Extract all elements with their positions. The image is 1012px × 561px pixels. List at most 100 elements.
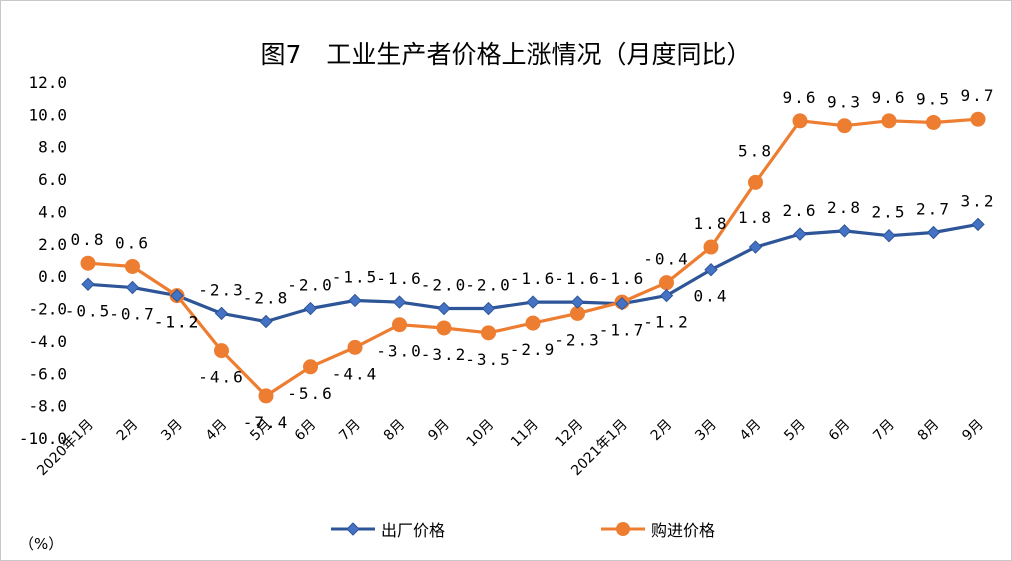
purchase-price-marker [303,359,318,375]
purchase-price-marker [347,339,363,355]
chart-title: 图7 工业生产者价格上涨情况（月度同比） [260,40,752,69]
factory-price-data-label: 1.8 [738,208,773,227]
purchase-price-data-label: 9.3 [827,93,862,112]
purchase-price-marker [970,111,986,127]
x-tick-label: 3月 [692,417,720,445]
x-tick-label: 7月 [336,417,364,445]
x-tick-label: 3月 [158,417,186,445]
x-tick-label: 2月 [648,417,676,445]
x-tick-label: 8月 [915,417,943,445]
factory-price-data-label: 3.2 [961,191,996,210]
purchase-price-data-label: 5.8 [738,141,773,160]
factory-price-marker [348,293,362,308]
x-tick-label: 4月 [737,417,765,445]
purchase-price-marker [436,320,452,336]
purchase-price-marker [392,317,407,333]
factory-price-marker [481,301,496,316]
purchase-price-data-label: -1.2 [154,313,201,332]
factory-price-marker [214,306,229,321]
y-tick-label: 0.0 [38,267,67,286]
y-tick-label: 10.0 [28,105,67,124]
x-tick-label: 4月 [203,417,231,445]
purchase-price-marker [792,113,808,129]
purchase-price-marker [525,315,541,331]
y-tick-label: 6.0 [38,170,67,189]
legend-diamond-marker-icon [331,522,375,536]
factory-price-marker [704,263,718,277]
factory-price-marker [170,288,184,303]
legend-label-purchase-price: 购进价格 [651,521,716,540]
x-tick-label: 6月 [826,417,854,445]
x-tick-label: 12月 [553,417,587,451]
factory-price-data-label: 2.8 [827,198,862,217]
factory-price-data-label: 2.7 [916,199,951,218]
factory-price-marker [81,277,95,291]
y-tick-label: -2.0 [28,300,67,319]
purchase-price-data-label: -3.2 [421,345,468,364]
purchase-price-data-label: 0.6 [115,233,150,252]
purchase-price-marker [125,258,140,274]
factory-price-data-label: -1.6 [510,269,557,288]
factory-price-marker [526,295,540,309]
x-tick-label: 6月 [292,417,320,445]
purchase-price-marker [748,174,763,190]
purchase-price-data-label: -2.3 [554,330,601,349]
factory-price-marker [793,227,807,241]
purchase-price-marker [481,325,496,341]
factory-price-data-label: -1.2 [154,313,201,332]
purchase-price-marker [80,255,96,271]
y-tick-label: -10.0 [19,429,67,448]
y-tick-label: -4.0 [28,332,67,351]
purchase-price-data-label: 9.7 [961,86,996,105]
x-tick-label: 2月 [114,417,142,445]
factory-price-data-label: -2.0 [465,276,512,295]
legend-circle-marker-icon [601,522,645,536]
factory-price-marker [303,301,318,316]
purchase-price-data-label: -3.5 [465,350,512,369]
y-tick-label: 4.0 [38,202,67,221]
factory-price-data-label: -1.6 [376,269,423,288]
factory-price-data-label: -0.7 [109,305,156,324]
factory-price-marker [125,280,140,295]
factory-price-marker [748,240,763,254]
purchase-price-marker [258,388,274,404]
purchase-price-marker [837,118,852,134]
factory-price-data-label: -1.2 [643,313,690,332]
purchase-price-data-label: -3.0 [376,342,423,361]
x-tick-label: 5月 [781,417,809,445]
legend-item-factory-price: 出厂价格 [331,516,445,542]
purchase-price-data-label: 9.6 [872,88,907,107]
unit-label: （%） [19,535,64,553]
purchase-price-data-label: -2.9 [510,340,557,359]
factory-price-marker [392,295,407,309]
purchase-price-data-label: 1.8 [694,214,729,233]
purchase-price-data-label: -4.4 [332,364,379,383]
y-tick-label: 8.0 [38,138,67,157]
purchase-price-data-label: 9.5 [916,89,951,108]
factory-price-marker [882,229,896,243]
factory-price-marker [926,225,941,240]
purchase-price-data-label: -5.6 [287,384,334,403]
purchase-price-marker [703,239,719,255]
factory-price-data-label: -2.0 [421,276,468,295]
factory-price-data-label: -1.7 [599,321,646,340]
purchase-price-marker [926,114,941,130]
factory-price-data-label: -0.5 [65,301,112,320]
factory-price-marker [615,296,629,311]
factory-price-marker [570,295,585,309]
legend-label-factory-price: 出厂价格 [381,521,446,540]
purchase-price-marker [881,113,897,129]
y-tick-label: -6.0 [28,364,67,383]
purchase-price-marker [570,305,585,321]
purchase-price-data-label: 0.8 [71,230,106,249]
x-tick-label: 7月 [870,417,898,445]
x-tick-label: 8月 [381,417,409,445]
x-tick-label: 10月 [464,417,498,451]
purchase-price-data-label: -0.4 [643,250,690,269]
factory-price-marker [659,288,674,303]
factory-price-data-label: 2.5 [872,203,907,222]
factory-price-data-label: -1.6 [554,269,601,288]
factory-price-marker [971,217,985,232]
factory-price-data-label: 0.4 [694,287,729,306]
